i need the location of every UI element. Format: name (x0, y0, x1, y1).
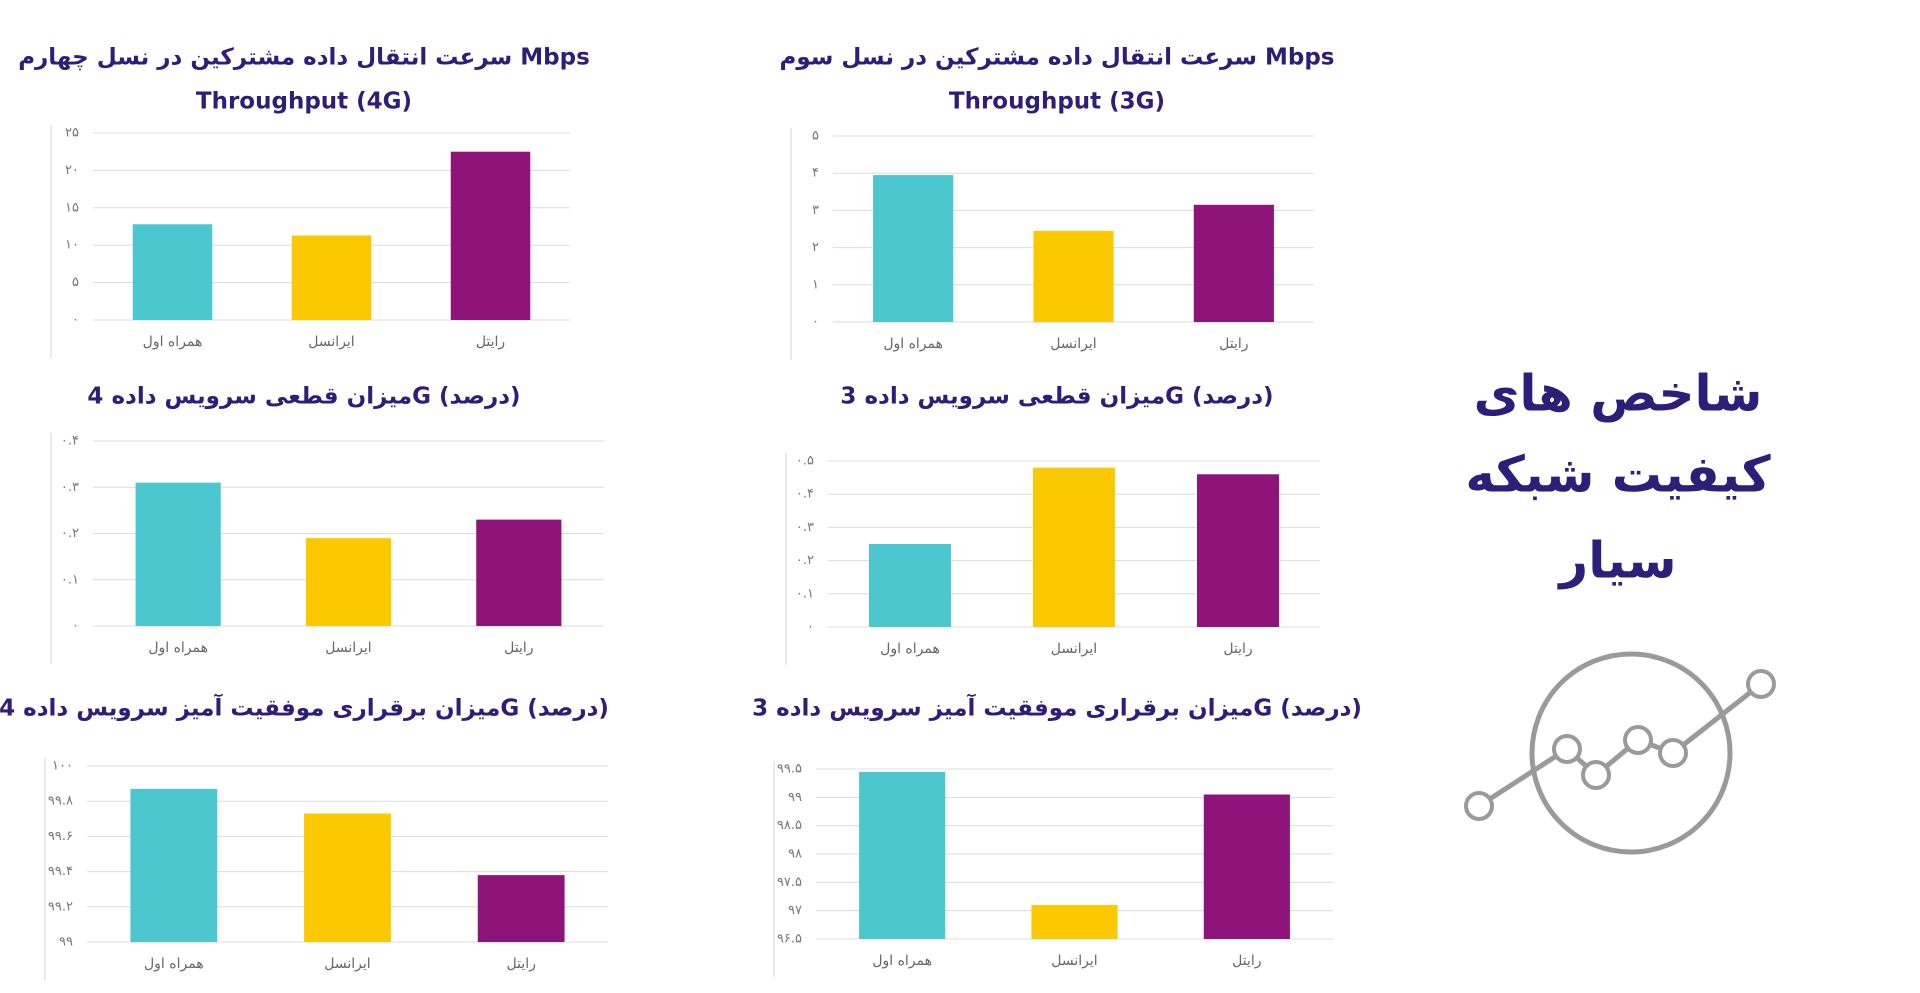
bar (450, 151, 531, 320)
x-tick-label: ایرانسل (1051, 641, 1097, 657)
y-tick-label: ۰ (812, 315, 819, 330)
y-tick-label: ۲۵ (65, 126, 79, 141)
y-tick-label: ۹۹.۵ (777, 762, 802, 777)
chart: سرعت انتقال داده مشترکین در نسل سوم Mbps… (780, 45, 1335, 360)
x-tick-label: ایرانسل (325, 640, 371, 656)
bar (1193, 204, 1274, 322)
bar (1033, 467, 1115, 627)
x-tick-label: رایتل (1223, 641, 1252, 657)
chart-title: میزان قطعی سرویس داده 3G (درصد) (840, 384, 1273, 410)
chart: میزان قطعی سرویس داده 3G (درصد) ۰ ۰.۱ ۰.۲ ۰.… (785, 384, 1320, 665)
y-tick-label: ۲۰ (65, 163, 79, 178)
bar (476, 519, 562, 626)
x-tick-label: همراه اول (143, 334, 203, 350)
y-tick-label: ۹۹.۴ (48, 864, 73, 879)
x-tick-label: رایتل (1219, 336, 1248, 352)
bar (1031, 905, 1118, 939)
bar (291, 235, 372, 320)
y-tick-label: ۹۸.۵ (777, 818, 802, 833)
icon-dot (1581, 760, 1611, 790)
y-tick-label: ۰ (72, 313, 79, 328)
y-tick-label: ۵ (72, 275, 79, 290)
y-tick-label: ۰.۴ (796, 487, 814, 502)
x-tick-label: رایتل (1232, 953, 1261, 969)
y-tick-label: ۹۹ (59, 935, 73, 950)
page-title-line: شاخص های (1474, 365, 1763, 423)
bar (132, 224, 213, 320)
y-tick-label: ۰.۱ (61, 572, 79, 587)
x-tick-label: ایرانسل (1050, 336, 1096, 352)
chart: میزان برقراری موفقیت آمیز سرویس داده 4G … (0, 693, 609, 980)
chart: میزان قطعی سرویس داده 4G (درصد) ۰ ۰.۱ ۰.۲ ۰.… (50, 384, 604, 664)
x-tick-label: ایرانسل (308, 334, 354, 350)
page-title-line: کیفیت شبکه (1465, 446, 1771, 504)
y-tick-label: ۰.۵ (796, 454, 814, 469)
chart-title: میزان برقراری موفقیت آمیز سرویس داده 4G … (0, 693, 609, 722)
bar (477, 875, 565, 942)
icon-dot (1658, 738, 1688, 768)
y-tick-label: ۰.۲ (796, 553, 814, 568)
y-tick-label: ۰.۲ (61, 526, 79, 541)
y-tick-label: ۴ (812, 166, 819, 181)
y-tick-label: ۱ (812, 277, 819, 292)
chart-title: سرعت انتقال داده مشترکین در نسل چهارم Mb… (18, 45, 590, 71)
bar (130, 788, 218, 942)
bar (873, 175, 954, 322)
y-tick-label: ۰.۳ (796, 520, 814, 535)
icon-dot (1552, 734, 1582, 764)
y-tick-label: ۹۶.۵ (777, 932, 802, 947)
y-tick-label: ۹۹ (788, 790, 802, 805)
bar (859, 771, 946, 939)
y-tick-label: ۹۹.۶ (48, 829, 73, 844)
icon-line (1477, 682, 1763, 809)
y-tick-label: ۱۰۰ (52, 759, 73, 774)
y-tick-label: ۳ (812, 203, 819, 218)
chart-title: میزان قطعی سرویس داده 4G (درصد) (87, 384, 520, 410)
chart: میزان برقراری موفقیت آمیز سرویس داده 3G … (752, 693, 1362, 977)
icon-dot (1623, 725, 1653, 755)
x-tick-label: همراه اول (883, 336, 943, 352)
y-tick-label: ۰ (72, 619, 79, 634)
x-tick-label: همراه اول (872, 953, 932, 969)
page-title-line: سیار (1556, 532, 1676, 590)
y-tick-label: ۹۷.۵ (777, 875, 802, 890)
y-tick-label: ۰.۱ (796, 586, 814, 601)
y-tick-label: ۱۵ (65, 200, 79, 215)
bar (304, 813, 391, 942)
y-tick-label: ۲ (812, 240, 819, 255)
x-tick-label: ایرانسل (1051, 953, 1097, 969)
y-tick-label: ۰.۴ (61, 434, 79, 449)
chart-subtitle: Throughput (3G) (949, 89, 1165, 115)
bar (305, 538, 392, 626)
icon-dot (1746, 669, 1776, 699)
x-tick-label: رایتل (506, 956, 535, 972)
chart-title: سرعت انتقال داده مشترکین در نسل سوم Mbps (780, 45, 1335, 71)
x-tick-label: همراه اول (148, 640, 208, 656)
trend-icon (1464, 651, 1776, 855)
bar (1197, 474, 1279, 627)
x-tick-label: رایتل (476, 334, 505, 350)
x-tick-label: همراه اول (144, 956, 204, 972)
x-tick-label: ایرانسل (324, 956, 370, 972)
bar (135, 482, 221, 626)
y-tick-label: ۹۹.۸ (48, 794, 73, 809)
y-tick-label: ۵ (812, 129, 819, 144)
y-tick-label: ۹۸ (788, 847, 802, 862)
chart: سرعت انتقال داده مشترکین در نسل چهارم Mb… (18, 45, 590, 358)
icon-circle (1529, 651, 1733, 855)
bar (869, 544, 951, 627)
x-tick-label: همراه اول (880, 641, 940, 657)
y-tick-label: ۹۷ (788, 903, 802, 918)
y-tick-label: ۹۹.۲ (48, 899, 73, 914)
bar (1033, 230, 1114, 322)
chart-subtitle: Throughput (4G) (196, 89, 412, 115)
x-tick-label: رایتل (504, 640, 533, 656)
y-tick-label: ۰.۳ (61, 480, 79, 495)
icon-dot (1464, 791, 1494, 821)
chart-title: میزان برقراری موفقیت آمیز سرویس داده 3G … (752, 693, 1362, 722)
bar (1203, 794, 1290, 939)
y-tick-label: ۰ (807, 620, 814, 635)
y-tick-label: ۱۰ (65, 238, 79, 253)
